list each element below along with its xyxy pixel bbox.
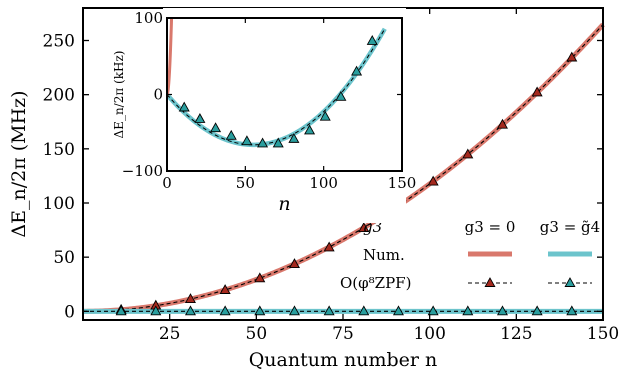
data-point-g3-g4 (566, 305, 578, 316)
inset-x-tick-label: 50 (236, 174, 255, 192)
data-point-g3-g4 (184, 305, 196, 316)
data-point-g3-g4 (323, 305, 335, 316)
data-point-g3-zero (531, 86, 543, 97)
data-point-g3-zero (288, 258, 300, 269)
inset-x-tick-label: 100 (309, 174, 338, 192)
inset-data-point (257, 137, 269, 148)
legend-marker-g3-g4 (564, 277, 576, 287)
inset-x-tick-label: 0 (162, 174, 172, 192)
y-tick-label: 50 (53, 248, 75, 268)
series-dashed-g3-zero (83, 24, 604, 312)
inset-y-tick-label: 100 (134, 9, 163, 27)
inset-data-point (241, 135, 253, 146)
inset-data-point (225, 129, 237, 140)
data-point-g3-zero (566, 51, 578, 62)
y-axis-label: ΔE_n/2π (MHz) (8, 90, 30, 237)
legend-row-perturbative: O(φ⁸ZPF) (340, 274, 411, 292)
inset-data-point (319, 110, 331, 121)
legend-column-g3-zero: g3 = 0 (465, 218, 516, 236)
x-tick-label: 100 (413, 324, 445, 344)
inset-data-point (304, 124, 316, 135)
legend-column-g3-g4: g3 = g̃4 (540, 218, 600, 236)
inset-x-tick-label: 150 (388, 174, 417, 192)
data-point-g3-zero (358, 222, 370, 232)
y-tick-label: 150 (43, 140, 75, 160)
x-tick-label: 125 (500, 324, 532, 344)
inset-data-point (366, 35, 378, 45)
data-point-g3-zero (496, 118, 508, 129)
data-point-g3-g4 (358, 305, 370, 316)
inset-series-g3-zero (167, 18, 174, 96)
data-point-g3-g4 (219, 305, 231, 316)
inset-data-point (351, 65, 363, 76)
data-point-g3-zero (462, 148, 474, 159)
data-point-g3-g4 (115, 305, 127, 316)
x-tick-label: 75 (332, 324, 354, 344)
inset-y-tick-label: 0 (153, 86, 163, 104)
data-point-g3-g4 (392, 305, 404, 316)
inset-data-point (178, 101, 190, 112)
data-point-g3-zero (219, 284, 231, 294)
inset-background (163, 8, 406, 223)
inset-data-point (194, 113, 206, 123)
data-point-g3-g4 (462, 305, 474, 316)
inset-y-axis-label: ΔE_n/2π (kHz) (112, 51, 126, 139)
inset-y-tick-label: −100 (122, 162, 163, 180)
legend-marker-g3-zero (484, 277, 496, 287)
data-point-g3-g4 (427, 305, 439, 316)
inset-data-point (210, 122, 222, 133)
inset-data-point (288, 132, 300, 143)
inset-series-dashed (167, 28, 386, 146)
data-point-g3-zero (184, 293, 196, 304)
inset-x-axis-label: n (278, 193, 290, 215)
data-point-g3-g4 (531, 305, 543, 316)
y-tick-label: 250 (43, 32, 75, 52)
x-axis-label: Quantum number n (249, 349, 438, 371)
x-tick-label: 25 (159, 324, 181, 344)
data-point-g3-g4 (496, 305, 508, 316)
data-point-g3-g4 (288, 305, 300, 316)
data-point-g3-zero (254, 272, 266, 283)
x-tick-label: 50 (246, 324, 268, 344)
inset-data-point (335, 90, 347, 101)
y-tick-label: 100 (43, 194, 75, 214)
x-tick-label: 150 (587, 324, 619, 344)
y-tick-label: 200 (43, 86, 75, 106)
data-point-g3-zero (427, 175, 439, 186)
data-point-g3-zero (323, 241, 335, 252)
data-point-g3-g4 (150, 305, 162, 316)
legend-row-numerical: Num. (363, 246, 405, 264)
inset-data-point (272, 137, 284, 148)
y-tick-label: 0 (64, 302, 75, 322)
data-point-g3-g4 (254, 305, 266, 316)
